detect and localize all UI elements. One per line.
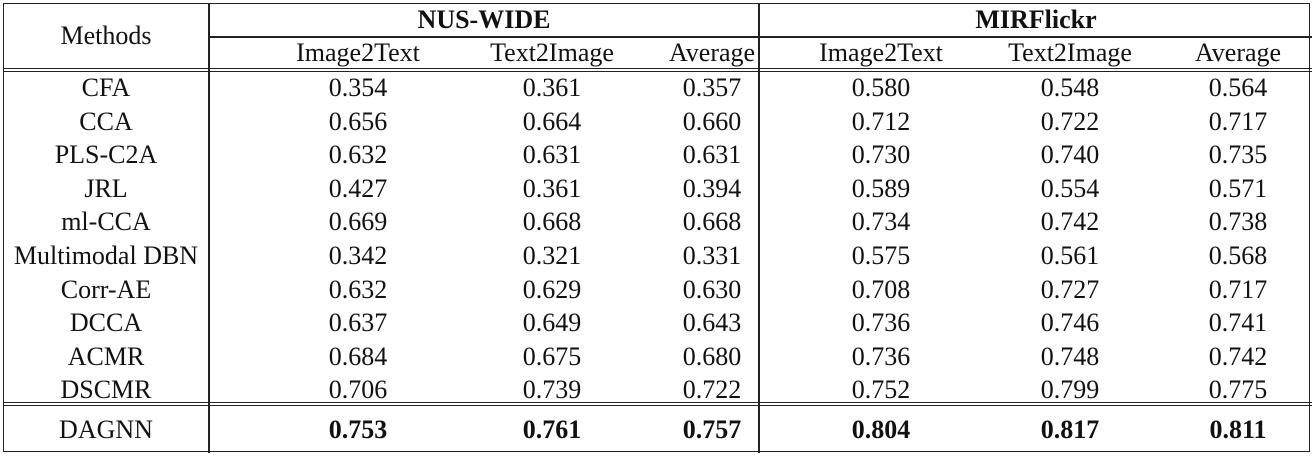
table-cell: 0.742 xyxy=(1040,207,1100,237)
table-cell: 0.717 xyxy=(1208,106,1268,136)
table-cell: 0.394 xyxy=(682,173,742,203)
table-cell: 0.680 xyxy=(682,341,742,371)
table-cell-best: 0.761 xyxy=(522,415,582,444)
table-cell: 0.675 xyxy=(522,341,582,371)
table-cell: 0.637 xyxy=(328,308,388,338)
table-cell: 0.742 xyxy=(1208,341,1268,371)
table-cell: 0.631 xyxy=(522,140,582,170)
table-cell: 0.775 xyxy=(1208,375,1268,405)
table-cell: 0.632 xyxy=(328,274,388,304)
row-method: CFA xyxy=(81,73,131,102)
divider-group-header xyxy=(209,36,1312,38)
table-cell: 0.736 xyxy=(851,341,911,371)
table-cell: 0.649 xyxy=(522,308,582,338)
table-cell: 0.357 xyxy=(682,73,742,102)
column-header: Image2Text xyxy=(296,38,420,67)
column-header: Text2Image xyxy=(1008,38,1132,67)
table-cell: 0.575 xyxy=(851,241,911,270)
table-cell: 0.354 xyxy=(328,73,388,102)
table-cell: 0.799 xyxy=(1040,375,1100,405)
table-cell: 0.564 xyxy=(1208,73,1268,102)
table-cell: 0.684 xyxy=(328,341,388,371)
table-cell: 0.739 xyxy=(522,375,582,405)
table-cell: 0.589 xyxy=(851,173,911,203)
table-cell: 0.554 xyxy=(1040,173,1100,203)
row-method: PLS-C2A xyxy=(54,140,158,170)
table-cell: 0.706 xyxy=(328,375,388,405)
divider-datasets xyxy=(758,3,760,453)
table-cell: 0.561 xyxy=(1040,241,1100,270)
table-cell: 0.741 xyxy=(1208,308,1268,338)
table-cell: 0.740 xyxy=(1040,140,1100,170)
table-cell: 0.631 xyxy=(682,140,742,170)
column-header: Average xyxy=(1194,38,1282,67)
table-cell: 0.746 xyxy=(1040,308,1100,338)
table-cell: 0.669 xyxy=(328,207,388,237)
row-method: ml-CCA xyxy=(61,207,151,237)
group-header-mirflickr: MIRFlickr xyxy=(975,5,1097,34)
row-method-highlight: DAGNN xyxy=(59,415,153,444)
table-cell: 0.727 xyxy=(1040,274,1100,304)
row-method: DCCA xyxy=(69,308,143,338)
table-border xyxy=(3,3,1310,452)
table-cell-best: 0.757 xyxy=(682,415,742,444)
table-cell: 0.321 xyxy=(522,241,582,270)
table-cell: 0.734 xyxy=(851,207,911,237)
table-cell: 0.629 xyxy=(522,274,582,304)
table-cell: 0.668 xyxy=(682,207,742,237)
table-cell-best: 0.817 xyxy=(1040,415,1100,444)
table-cell: 0.752 xyxy=(851,375,911,405)
table-cell: 0.735 xyxy=(1208,140,1268,170)
row-method: Corr-AE xyxy=(60,274,152,304)
table-cell: 0.748 xyxy=(1040,341,1100,371)
table-cell: 0.568 xyxy=(1208,241,1268,270)
column-header: Average xyxy=(668,38,756,67)
table-cell-best: 0.753 xyxy=(328,415,388,444)
row-method: Multimodal DBN xyxy=(13,241,199,270)
table-cell: 0.708 xyxy=(851,274,911,304)
table-cell: 0.643 xyxy=(682,308,742,338)
table-cell: 0.712 xyxy=(851,106,911,136)
table-cell: 0.730 xyxy=(851,140,911,170)
table-cell: 0.342 xyxy=(328,241,388,270)
column-header: Text2Image xyxy=(490,38,614,67)
row-method: CCA xyxy=(79,106,133,136)
divider-methods xyxy=(208,3,210,453)
table-cell: 0.361 xyxy=(522,73,582,102)
table-cell: 0.664 xyxy=(522,106,582,136)
table-cell: 0.427 xyxy=(328,173,388,203)
divider-highlight xyxy=(3,402,1312,406)
table-cell-best: 0.804 xyxy=(851,415,911,444)
table-cell: 0.331 xyxy=(682,241,742,270)
table-cell: 0.571 xyxy=(1208,173,1268,203)
table-cell: 0.717 xyxy=(1208,274,1268,304)
column-header: Image2Text xyxy=(819,38,943,67)
table-cell: 0.660 xyxy=(682,106,742,136)
row-method: DSCMR xyxy=(60,375,152,405)
table-cell: 0.656 xyxy=(328,106,388,136)
table-cell: 0.738 xyxy=(1208,207,1268,237)
table-cell: 0.722 xyxy=(682,375,742,405)
table-cell-best: 0.811 xyxy=(1209,415,1267,444)
table-cell: 0.668 xyxy=(522,207,582,237)
divider-header xyxy=(3,68,1312,72)
table-cell: 0.632 xyxy=(328,140,388,170)
methods-header: Methods xyxy=(60,21,152,50)
row-method: JRL xyxy=(84,173,128,203)
row-method: ACMR xyxy=(67,341,145,371)
table-cell: 0.722 xyxy=(1040,106,1100,136)
group-header-nus-wide: NUS-WIDE xyxy=(417,5,551,34)
table-cell: 0.580 xyxy=(851,73,911,102)
table-cell: 0.630 xyxy=(682,274,742,304)
table-cell: 0.548 xyxy=(1040,73,1100,102)
table-cell: 0.361 xyxy=(522,173,582,203)
table-cell: 0.736 xyxy=(851,308,911,338)
